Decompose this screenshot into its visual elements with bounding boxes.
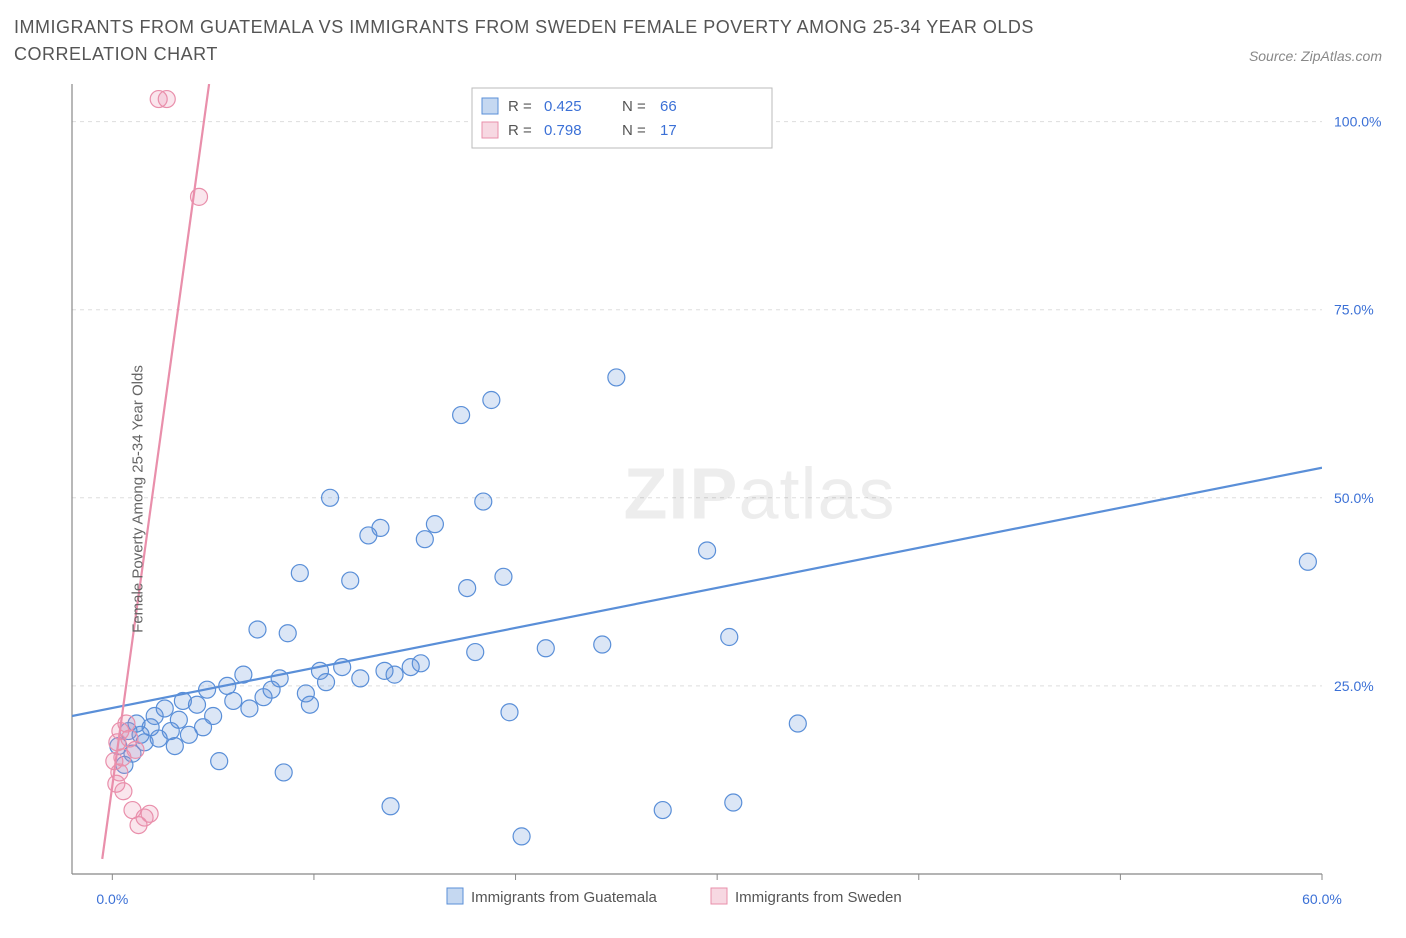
data-point (342, 572, 359, 589)
data-point (249, 621, 266, 638)
data-point (191, 188, 208, 205)
data-point (301, 696, 318, 713)
data-point (158, 91, 175, 108)
data-point (537, 640, 554, 657)
data-point (115, 783, 132, 800)
data-point (386, 666, 403, 683)
data-point (352, 670, 369, 687)
data-point (459, 580, 476, 597)
data-point (111, 764, 128, 781)
data-point (170, 711, 187, 728)
legend-r-value: 0.425 (544, 98, 582, 115)
chart-container: Female Poverty Among 25-34 Year Olds ZIP… (14, 74, 1392, 924)
data-point (199, 681, 216, 698)
x-tick-label: 60.0% (1302, 891, 1342, 907)
watermark: ZIPatlas (623, 455, 895, 535)
legend-series-label: Immigrants from Guatemala (471, 889, 658, 906)
data-point (118, 715, 135, 732)
legend-n-value: 17 (660, 122, 677, 139)
y-tick-label: 50.0% (1334, 490, 1374, 506)
data-point (412, 655, 429, 672)
data-point (166, 738, 183, 755)
data-point (141, 805, 158, 822)
data-point (453, 407, 470, 424)
legend-swatch (482, 98, 498, 114)
data-point (291, 565, 308, 582)
data-point (372, 519, 389, 536)
data-point (495, 568, 512, 585)
data-point (225, 692, 242, 709)
data-point (426, 516, 443, 533)
data-point (189, 696, 206, 713)
data-point (483, 392, 500, 409)
data-point (725, 794, 742, 811)
chart-source: Source: ZipAtlas.com (1249, 48, 1392, 68)
legend-swatch (482, 122, 498, 138)
data-point (211, 753, 228, 770)
data-point (382, 798, 399, 815)
legend-swatch (447, 888, 463, 904)
data-point (467, 644, 484, 661)
data-point (721, 629, 738, 646)
legend-r-label: R = (508, 98, 532, 115)
chart-title: IMMIGRANTS FROM GUATEMALA VS IMMIGRANTS … (14, 14, 1164, 68)
data-point (789, 715, 806, 732)
x-tick-label: 0.0% (96, 891, 128, 907)
y-tick-label: 100.0% (1334, 114, 1381, 130)
scatter-chart: ZIPatlas 0.0% 60.0% 25.0% 50.0% 75.0% 100.0% R … (14, 74, 1392, 924)
data-point (318, 674, 335, 691)
data-point (1299, 553, 1316, 570)
data-point (513, 828, 530, 845)
data-point (699, 542, 716, 559)
data-point (205, 708, 222, 725)
data-point (416, 531, 433, 548)
data-point (608, 369, 625, 386)
legend-swatch (711, 888, 727, 904)
data-point (241, 700, 258, 717)
stats-legend-box (472, 88, 772, 148)
data-point (594, 636, 611, 653)
data-point (475, 493, 492, 510)
legend-n-label: N = (622, 98, 646, 115)
data-point (235, 666, 252, 683)
data-point (156, 700, 173, 717)
legend-series-label: Immigrants from Sweden (735, 889, 902, 906)
legend-r-value: 0.798 (544, 122, 582, 139)
y-tick-label: 75.0% (1334, 302, 1374, 318)
chart-header: IMMIGRANTS FROM GUATEMALA VS IMMIGRANTS … (14, 14, 1392, 68)
data-point (275, 764, 292, 781)
data-point (271, 670, 288, 687)
data-point (334, 659, 351, 676)
data-point (279, 625, 296, 642)
legend-r-label: R = (508, 122, 532, 139)
y-axis-label: Female Poverty Among 25-34 Year Olds (129, 365, 146, 633)
data-point (127, 741, 144, 758)
legend-n-label: N = (622, 122, 646, 139)
data-point (322, 489, 339, 506)
data-point (654, 802, 671, 819)
legend-n-value: 66 (660, 98, 677, 115)
y-tick-label: 25.0% (1334, 678, 1374, 694)
data-point (501, 704, 518, 721)
